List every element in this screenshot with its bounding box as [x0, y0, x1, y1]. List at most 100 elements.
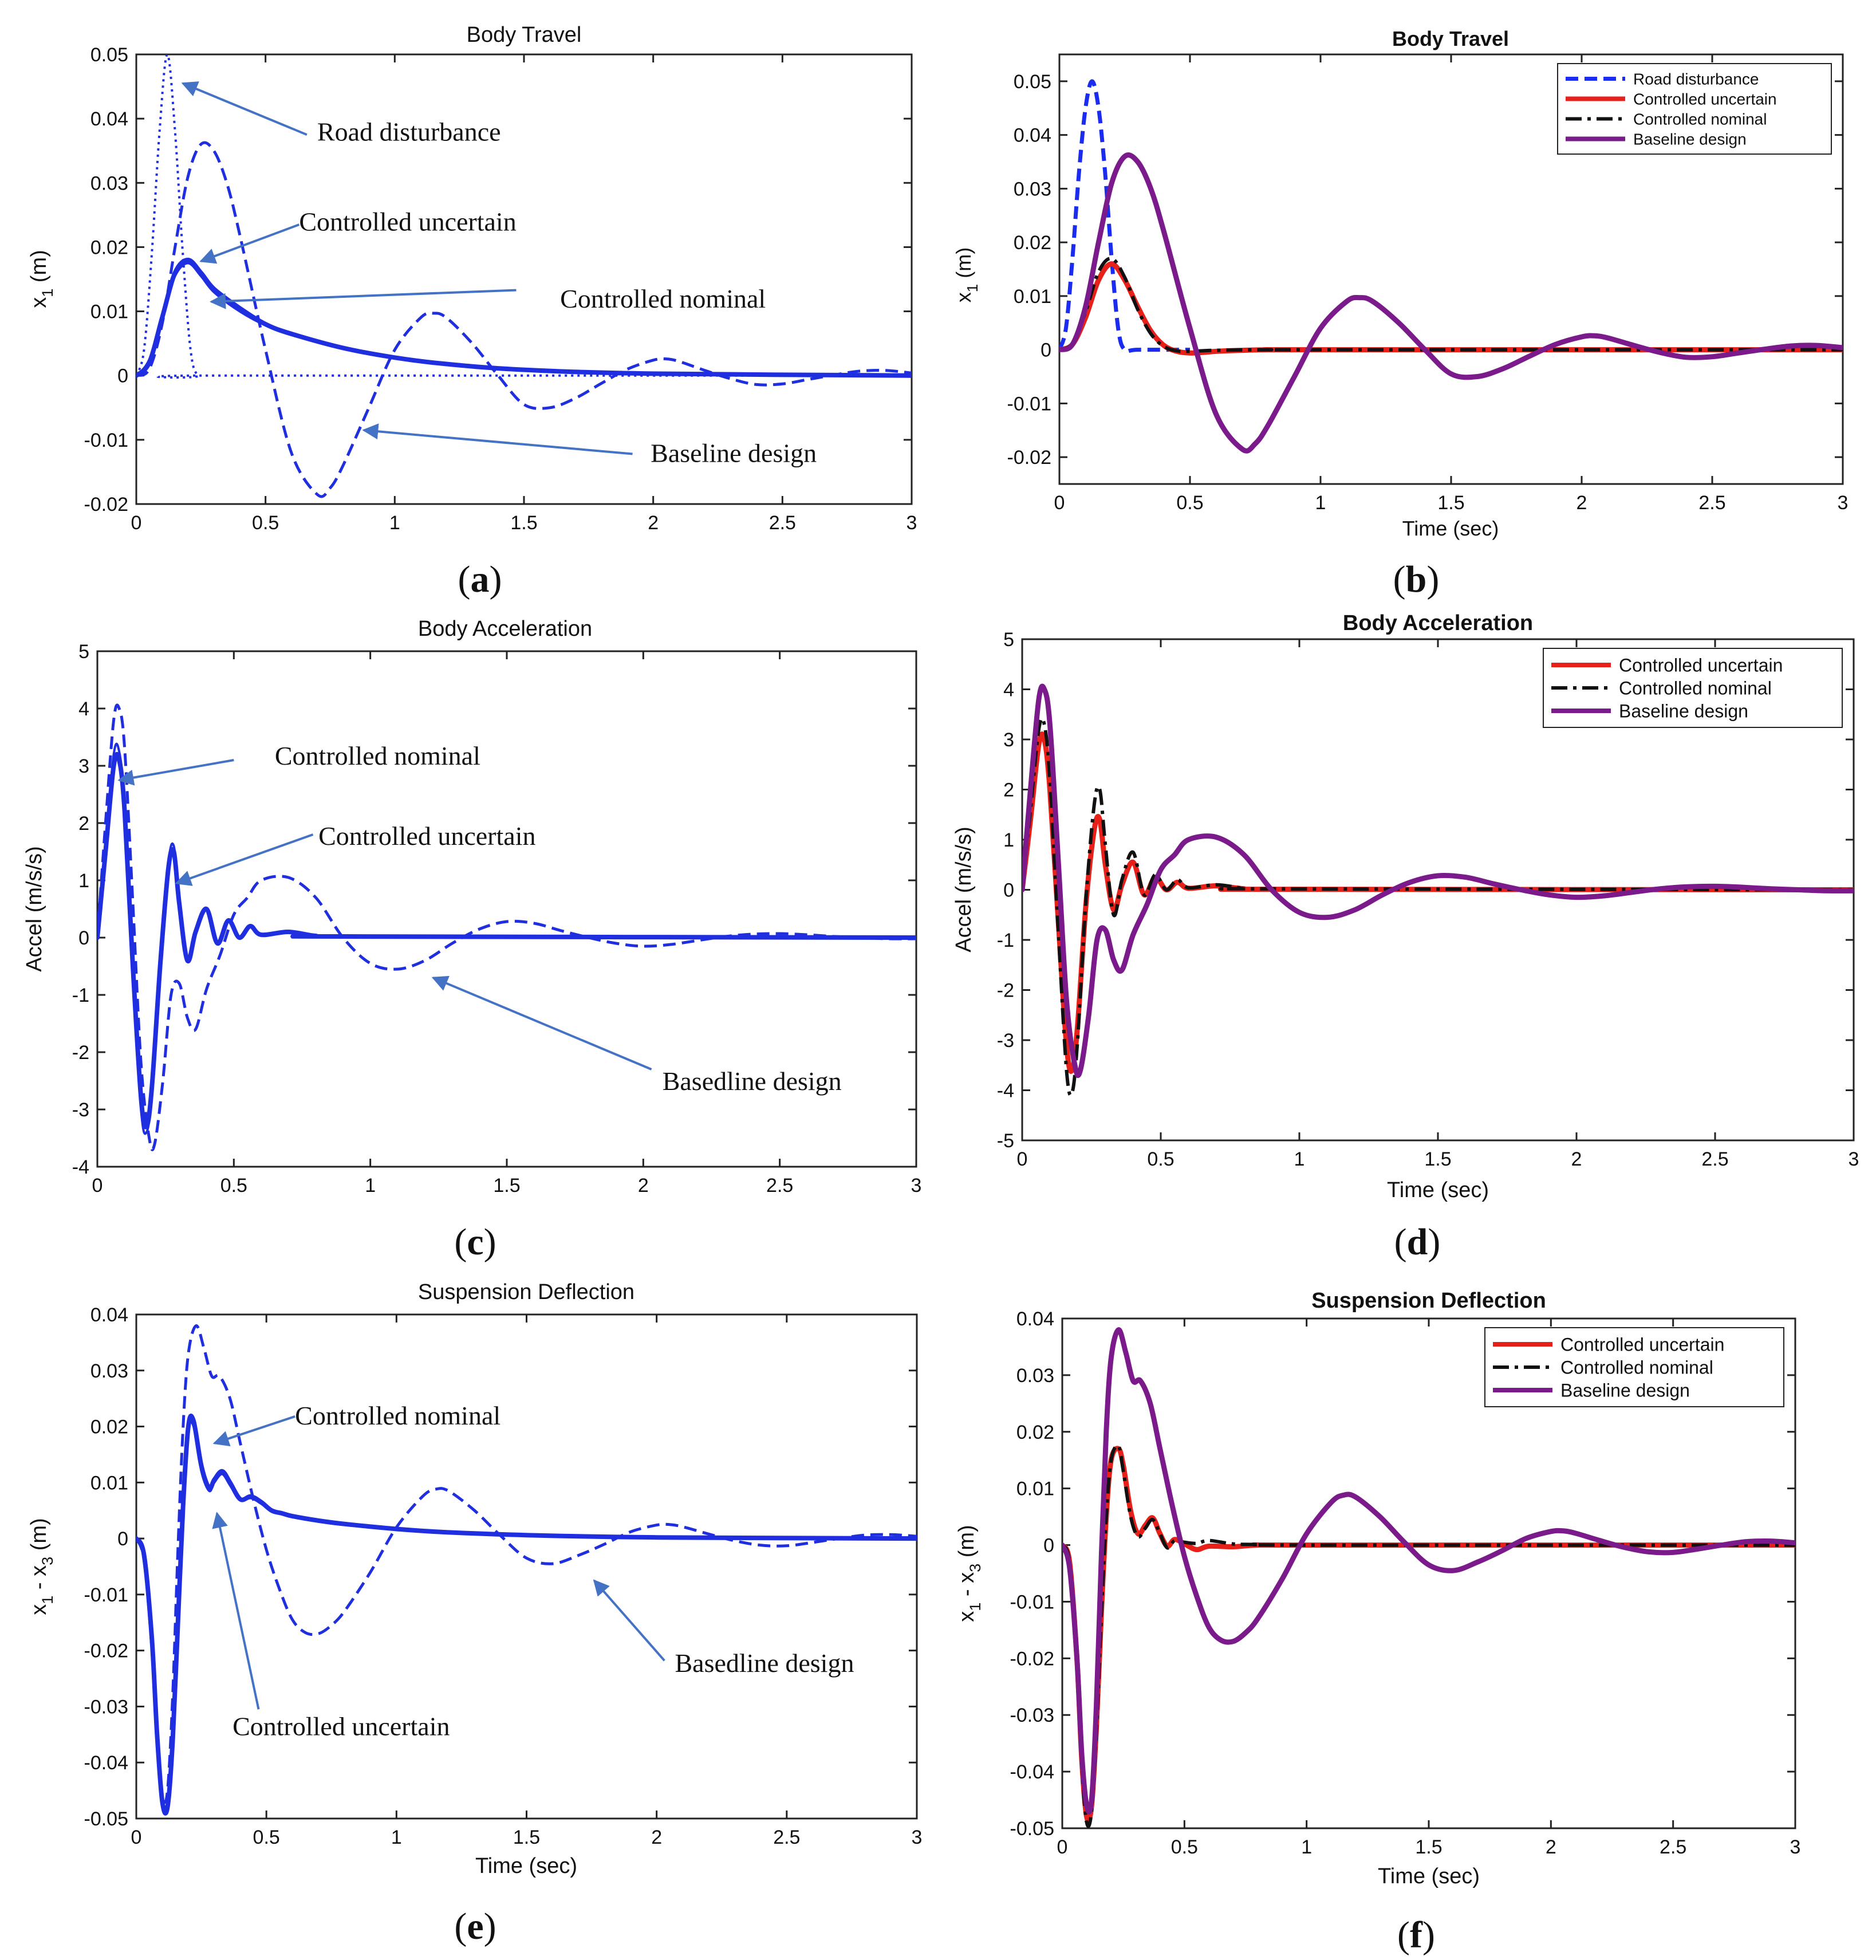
panel-f-series-baseline-design — [1062, 1327, 1795, 1815]
panel-e-xtick-label: 0 — [131, 1827, 142, 1848]
panel-f-xtick-label: 2.5 — [1660, 1836, 1686, 1858]
panel-f-ytick-label: 0.01 — [1016, 1478, 1054, 1500]
panel-d-ytick-label: -4 — [997, 1080, 1014, 1102]
panel-f-ylabel: x1 - x3 (m) — [955, 1525, 984, 1621]
panel-b: Body Travel 0 0.5 1 1.5 2 2.5 3 -0.02 -0.01 0 0.01… — [952, 27, 1848, 600]
panel-a-xtick-label: 2.5 — [769, 512, 796, 534]
panel-e-annotation: Controlled uncertain — [212, 1512, 450, 1741]
panel-e-xtick-label: 0.5 — [253, 1827, 280, 1848]
panel-e-xtick-label: 1 — [391, 1827, 402, 1848]
panel-a-ytick-label: -0.01 — [84, 430, 129, 451]
panel-a-series-baseline-design — [136, 141, 912, 498]
panel-c-xtick-label: 0.5 — [220, 1175, 247, 1197]
panel-a-series-road-disturbance — [136, 54, 912, 379]
panel-d-ytick-label: 1 — [1003, 829, 1014, 851]
panel-a-annotation-label: Controlled uncertain — [299, 207, 516, 237]
panel-f-title: Suspension Deflection — [1311, 1289, 1546, 1313]
panel-a-series-controlled-nominal — [136, 262, 912, 377]
panel-b-xtick-label: 1 — [1315, 492, 1326, 514]
panel-c-ytick-label: -1 — [72, 985, 89, 1006]
panel-c-xtick-label: 1 — [365, 1175, 376, 1197]
panel-d-xlabel: Time (sec) — [1387, 1178, 1489, 1202]
panel-a-annotation-label: Baseline design — [651, 438, 817, 467]
panel-e-annotation-arrow — [593, 1579, 665, 1662]
panel-a-ylabel: x1 (m) — [27, 250, 56, 308]
panel-b-ytick-label: 0.02 — [1014, 232, 1051, 254]
panel-c: Body Acceleration 0 0.5 1 1.5 2 2.5 3-4-3-2-10… — [22, 617, 921, 1263]
panel-a: Body Travel 0 0.5 1 1.5 2 2.5 3 -0.02 -0.01 0 0.01… — [27, 23, 917, 600]
panel-b-xlabel: Time (sec) — [1402, 517, 1499, 540]
panel-d-xtick-label: 2.5 — [1701, 1148, 1728, 1170]
panel-e-title: Suspension Deflection — [418, 1280, 634, 1304]
panel-e-xtick-label: 3 — [912, 1827, 923, 1848]
panel-b-legend-label-baseline-design: Baseline design — [1633, 131, 1747, 148]
panel-d-ylabel: Accel (m/s/s) — [952, 826, 976, 953]
panel-a-annotation-arrow — [210, 289, 517, 309]
panel-c-annotation: Basedline design — [431, 975, 842, 1096]
panel-d-xtick-label: 0.5 — [1147, 1148, 1174, 1170]
panel-e-annotation-label: Controlled uncertain — [232, 1712, 450, 1741]
panel-a-xtick-label: 1.5 — [510, 512, 537, 534]
panel-a-xtick-label: 1 — [389, 512, 400, 534]
panel-c-plot: 0 0.5 1 1.5 2 2.5 3 -4 -3 -2 -1 0 1 2 3 4 5 Controlled no… — [72, 641, 922, 1197]
panel-e-caption: (e) — [454, 1906, 496, 1947]
panel-f-xtick-label: 2 — [1546, 1836, 1556, 1858]
panel-c-ytick-label: 1 — [78, 870, 89, 892]
panel-f-ytick-label: -0.01 — [1010, 1591, 1055, 1613]
panel-f-ytick-label: 0.03 — [1016, 1365, 1054, 1387]
panel-a-annotation: Baseline design — [362, 423, 817, 467]
panel-b-ytick-label: 0.04 — [1014, 125, 1051, 147]
panel-d-ytick-label: 3 — [1003, 729, 1014, 751]
panel-f-xtick-label: 1.5 — [1415, 1836, 1442, 1858]
panel-e-annotation-label: Basedline design — [675, 1648, 854, 1678]
panel-a-title: Body Travel — [467, 23, 582, 47]
panel-a-ytick-label: 0.05 — [90, 44, 128, 66]
panel-a-xtick-label: 3 — [907, 512, 917, 534]
panel-e-annotation: Basedline design — [593, 1579, 854, 1678]
panel-a-ytick-label: 0.03 — [90, 172, 128, 194]
panel-c-xtick-label: 2.5 — [766, 1175, 793, 1197]
panel-a-annotation-label: Controlled nominal — [560, 284, 766, 313]
panel-d-ytick-label: 5 — [1003, 629, 1014, 651]
panel-d-ytick-label: -1 — [997, 930, 1014, 951]
panel-a-ytick-label: 0.04 — [90, 108, 128, 130]
panel-a-ytick-label: -0.02 — [84, 494, 129, 515]
panel-c-annotation-arrow — [431, 975, 652, 1070]
panel-d-ytick-label: 0 — [1003, 880, 1014, 902]
panel-f-series-controlled-nominal — [1062, 1443, 1795, 1828]
panel-b-ytick-label: 0.01 — [1014, 286, 1051, 308]
panel-e-annotation: Controlled nominal — [212, 1401, 500, 1447]
panel-e-series-baseline-design — [136, 1324, 917, 1804]
panel-d-plot: 0 0.5 1 1.5 2 2.5 3 -5 -4 -3 -2 -1 0 1 2 3 4 5 Controlled … — [997, 629, 1859, 1170]
panel-e-ytick-label: -0.04 — [84, 1752, 129, 1774]
panel-f-xtick-label: 3 — [1790, 1836, 1801, 1858]
panel-d-xtick-label: 2 — [1571, 1148, 1582, 1170]
panel-e-ytick-label: 0.03 — [90, 1360, 128, 1382]
panel-b-ytick-label: 0 — [1041, 340, 1051, 361]
panel-f: Suspension Deflection 0 0.5 1 1.5 2 2.5 3 -0.05… — [955, 1289, 1800, 1956]
panel-f-legend-label-controlled-nominal: Controlled nominal — [1560, 1357, 1713, 1378]
panel-f-ytick-label: -0.04 — [1010, 1761, 1055, 1783]
panel-b-xtick-label: 0.5 — [1176, 492, 1203, 514]
panel-f-ytick-label: -0.02 — [1010, 1648, 1055, 1670]
panel-b-plot: 0 0.5 1 1.5 2 2.5 3 -0.02 -0.01 0 0.01 0.02 0.03 0.04… — [1007, 53, 1848, 514]
panel-d-ytick-label: 2 — [1003, 780, 1014, 801]
panel-b-legend-label-controlled-nominal: Controlled nominal — [1633, 111, 1767, 128]
panel-a-ytick-label: 0 — [117, 365, 128, 387]
panel-b-series-controlled-nominal — [1059, 257, 1843, 353]
panel-a-annotation-arrow — [181, 81, 308, 136]
panel-d-xtick-label: 1 — [1294, 1148, 1305, 1170]
panel-e-ytick-label: -0.05 — [84, 1808, 129, 1830]
panel-e-annotation-arrow — [212, 1415, 295, 1447]
panel-c-ytick-label: -3 — [72, 1099, 89, 1121]
panel-c-ytick-label: 4 — [78, 698, 89, 720]
panel-b-ytick-label: -0.02 — [1007, 447, 1052, 469]
panel-f-legend-label-controlled-uncertain: Controlled uncertain — [1560, 1335, 1724, 1355]
panel-c-ylabel: Accel (m/s/s) — [22, 846, 46, 972]
panel-e: Suspension Deflection 0 0.5 1 1.5 2 2.5 3 -0.05… — [27, 1280, 922, 1947]
panel-d: Body Acceleration 0 0.5 1 1.5 2 2.5 3 -5 -4 -3 -2 -… — [952, 611, 1859, 1263]
panel-a-annotation: Controlled nominal — [210, 284, 766, 313]
